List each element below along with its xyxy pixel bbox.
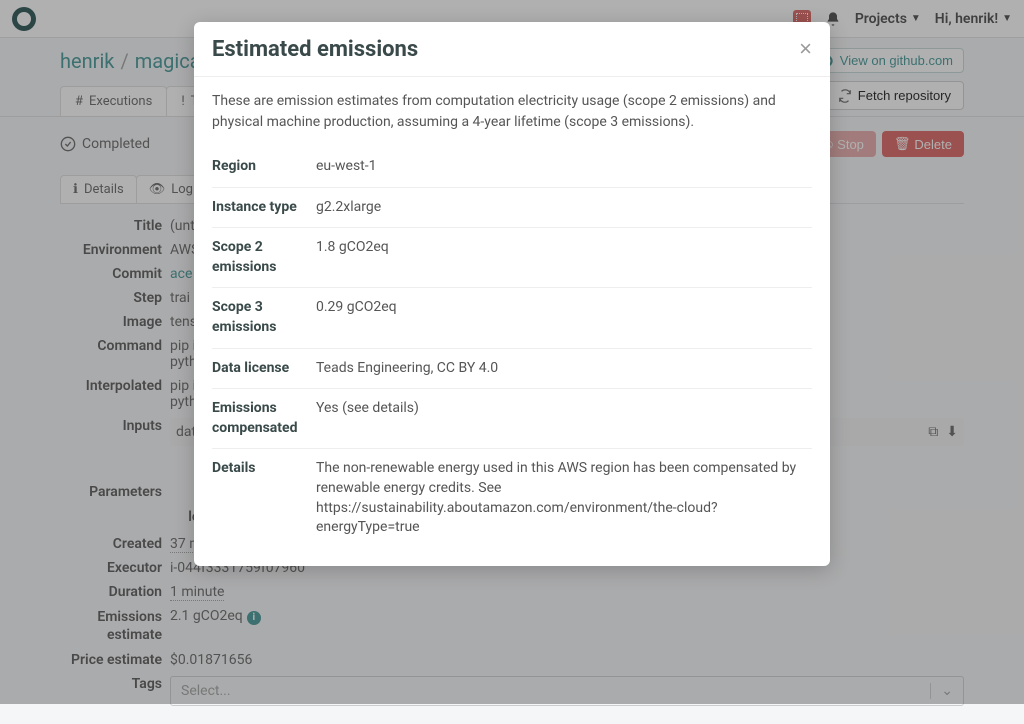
modal-title: Estimated emissions (212, 37, 418, 62)
scope3-label: Scope 3 emissions (212, 298, 316, 337)
compensated-value: Yes (see details) (316, 399, 812, 438)
license-label: Data license (212, 359, 316, 379)
license-value: Teads Engineering, CC BY 4.0 (316, 359, 812, 379)
close-button[interactable]: × (799, 36, 812, 62)
modal-overlay[interactable]: Estimated emissions × These are emission… (0, 0, 1024, 704)
details-label: Details (212, 459, 316, 537)
scope3-value: 0.29 gCO2eq (316, 298, 812, 337)
modal-description: These are emission estimates from comput… (212, 91, 812, 133)
compensated-label: Emissions compensated (212, 399, 316, 438)
region-value: eu-west-1 (316, 157, 812, 177)
emissions-modal: Estimated emissions × These are emission… (194, 22, 830, 566)
scope2-value: 1.8 gCO2eq (316, 238, 812, 277)
instance-label: Instance type (212, 198, 316, 218)
details-value: The non-renewable energy used in this AW… (316, 459, 812, 537)
close-icon: × (799, 36, 812, 61)
scope2-label: Scope 2 emissions (212, 238, 316, 277)
region-label: Region (212, 157, 316, 177)
instance-value: g2.2xlarge (316, 198, 812, 218)
